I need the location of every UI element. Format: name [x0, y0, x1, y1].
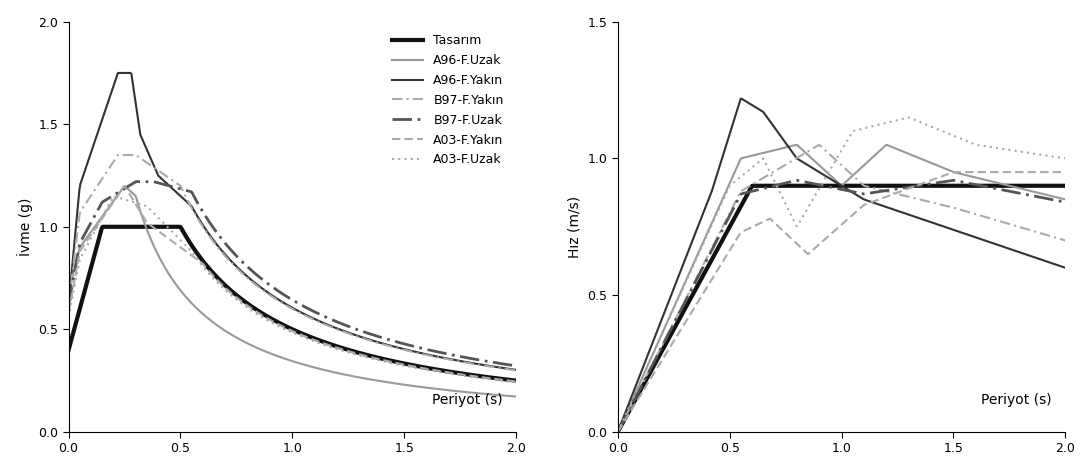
B97-F.Yakın	[510, 368, 523, 373]
A03-F.Yakın	[305, 336, 318, 342]
Text: Periyot (s): Periyot (s)	[432, 393, 502, 407]
A96-F.Yakın	[275, 299, 288, 304]
A03-F.Yakın	[430, 368, 443, 373]
B97-F.Yakın	[500, 366, 513, 372]
Legend: Tasarım, A96-F.Uzak, A96-F.Yakın, B97-F.Yakın, B97-F.Uzak, A03-F.Yakın, A03-F.Uz: Tasarım, A96-F.Uzak, A96-F.Yakın, B97-F.…	[385, 28, 510, 173]
Line: A96-F.Uzak: A96-F.Uzak	[69, 186, 517, 396]
B97-F.Yakın	[62, 302, 75, 308]
A03-F.Yakın	[510, 379, 523, 384]
B97-F.Uzak	[510, 363, 523, 369]
A96-F.Yakın	[111, 70, 124, 76]
Tasarım	[96, 224, 109, 229]
A03-F.Yakın	[278, 325, 292, 330]
A96-F.Yakın	[330, 325, 343, 331]
B97-F.Uzak	[275, 291, 288, 296]
A03-F.Uzak	[62, 314, 75, 320]
A03-F.Yakın	[118, 184, 131, 189]
A03-F.Yakın	[275, 323, 288, 329]
A96-F.Uzak	[330, 370, 343, 376]
B97-F.Uzak	[430, 349, 443, 354]
A96-F.Yakın	[278, 301, 292, 306]
A03-F.Uzak	[330, 346, 343, 352]
B97-F.Uzak	[129, 179, 142, 185]
A03-F.Uzak	[305, 337, 318, 343]
Line: A96-F.Yakın: A96-F.Yakın	[69, 73, 517, 370]
A96-F.Uzak	[278, 356, 292, 362]
A03-F.Uzak	[430, 369, 443, 374]
A96-F.Yakın	[500, 366, 513, 371]
A96-F.Yakın	[62, 302, 75, 308]
A03-F.Uzak	[500, 379, 513, 384]
A03-F.Yakın	[500, 378, 513, 383]
B97-F.Uzak	[305, 308, 318, 313]
Text: Periyot (s): Periyot (s)	[982, 393, 1052, 407]
A03-F.Yakın	[330, 345, 343, 350]
Y-axis label: Hız (m/s): Hız (m/s)	[568, 196, 582, 258]
A03-F.Uzak	[107, 193, 120, 199]
A96-F.Uzak	[500, 393, 513, 398]
Line: B97-F.Yakın: B97-F.Yakın	[69, 155, 517, 371]
Tasarım	[275, 321, 288, 327]
A96-F.Uzak	[510, 394, 523, 399]
Tasarım	[430, 367, 443, 372]
B97-F.Yakın	[305, 316, 318, 321]
B97-F.Yakın	[111, 152, 124, 158]
Tasarım	[500, 377, 513, 382]
B97-F.Uzak	[330, 319, 343, 324]
Tasarım	[278, 323, 292, 329]
B97-F.Yakın	[275, 300, 288, 306]
A03-F.Uzak	[278, 326, 292, 332]
Line: A03-F.Yakın: A03-F.Yakın	[69, 186, 517, 381]
Tasarım	[305, 335, 318, 340]
B97-F.Yakın	[430, 354, 443, 360]
B97-F.Uzak	[278, 293, 292, 298]
A96-F.Uzak	[62, 290, 75, 295]
A96-F.Uzak	[305, 364, 318, 370]
A96-F.Yakın	[305, 315, 318, 320]
Line: B97-F.Uzak: B97-F.Uzak	[69, 182, 517, 366]
A96-F.Uzak	[118, 184, 131, 189]
A96-F.Yakın	[430, 354, 443, 359]
A03-F.Yakın	[62, 310, 75, 316]
Tasarım	[62, 347, 75, 353]
Tasarım	[510, 378, 523, 383]
B97-F.Yakın	[278, 302, 292, 307]
B97-F.Uzak	[62, 302, 75, 308]
Tasarım	[330, 343, 343, 349]
A96-F.Uzak	[275, 355, 288, 361]
B97-F.Uzak	[500, 362, 513, 367]
A03-F.Uzak	[510, 379, 523, 385]
A96-F.Uzak	[430, 386, 443, 392]
A03-F.Uzak	[275, 325, 288, 331]
Line: Tasarım: Tasarım	[69, 227, 517, 380]
A96-F.Yakın	[510, 367, 523, 373]
B97-F.Yakın	[330, 326, 343, 332]
Line: A03-F.Uzak: A03-F.Uzak	[69, 196, 517, 382]
Y-axis label: İvme (g): İvme (g)	[16, 198, 33, 256]
